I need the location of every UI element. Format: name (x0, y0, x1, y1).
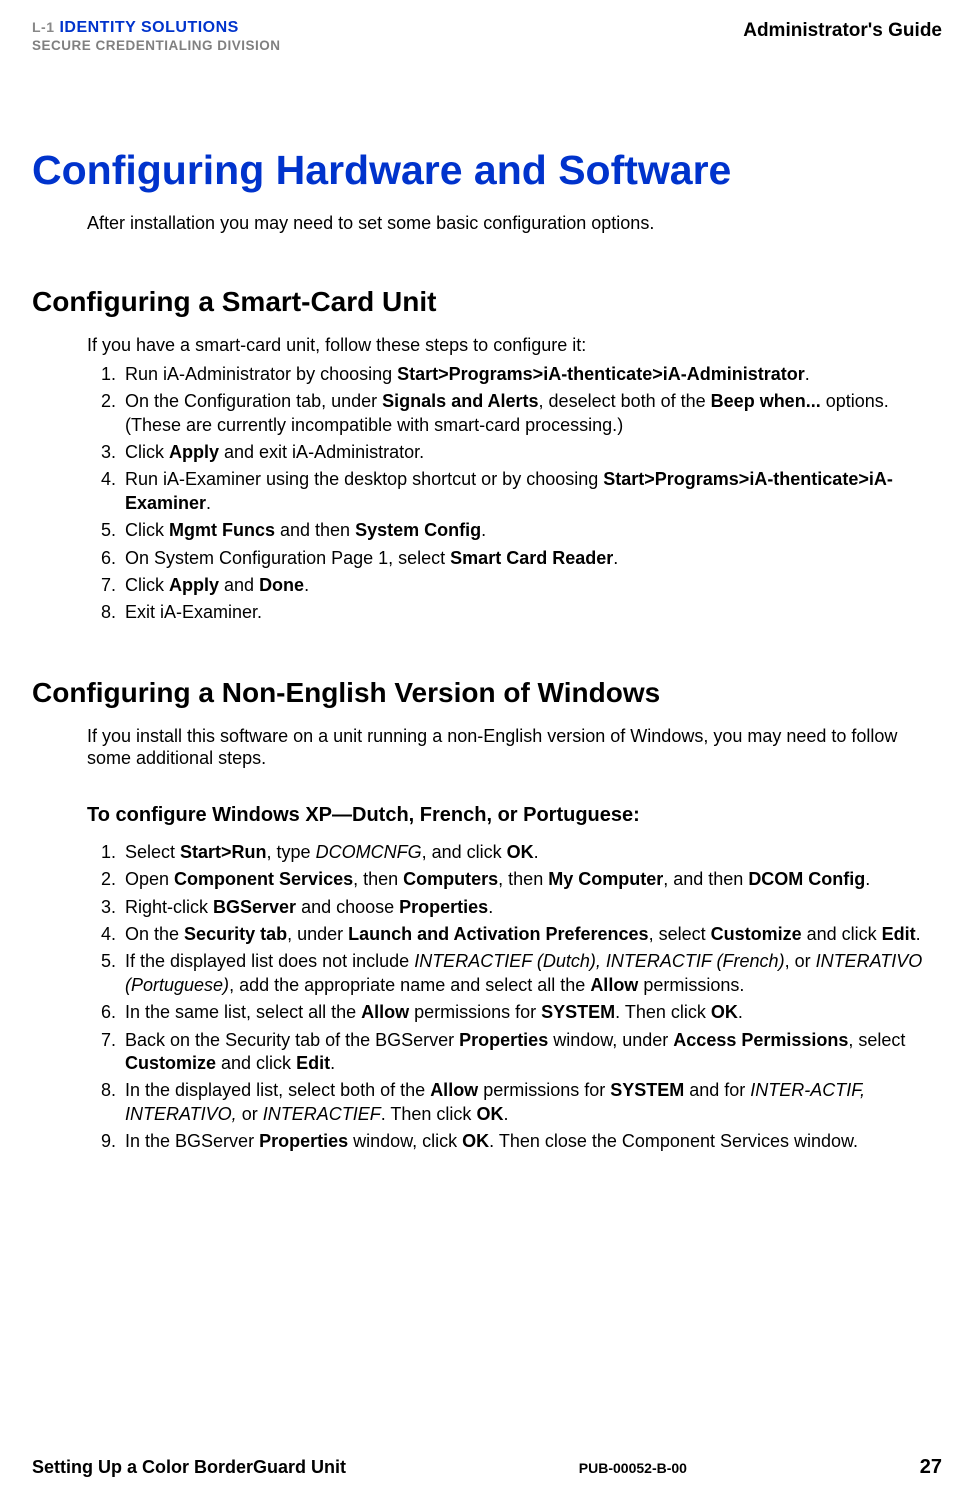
logo-line1: L-1 IDENTITY SOLUTIONS (32, 18, 281, 38)
section2-intro: If you install this software on a unit r… (87, 725, 932, 770)
logo-main: IDENTITY SOLUTIONS (59, 19, 238, 36)
footer-page-number: 27 (920, 1456, 942, 1479)
section2-steps: Select Start>Run, type DCOMCNFG, and cli… (87, 841, 932, 1154)
step: Select Start>Run, type DCOMCNFG, and cli… (121, 841, 932, 864)
step: If the displayed list does not include I… (121, 950, 932, 997)
footer-left: Setting Up a Color BorderGuard Unit (32, 1457, 346, 1478)
main-title: Configuring Hardware and Software (32, 147, 942, 194)
step: Run iA-Administrator by choosing Start>P… (121, 363, 932, 386)
step: Click Mgmt Funcs and then System Config. (121, 519, 932, 542)
footer-pubid: PUB-00052-B-00 (579, 1460, 687, 1476)
section2-subtitle: To configure Windows XP—Dutch, French, o… (87, 804, 942, 827)
step: In the BGServer Properties window, click… (121, 1130, 932, 1153)
page-header: L-1 IDENTITY SOLUTIONS SECURE CREDENTIAL… (32, 18, 942, 55)
logo-line2: SECURE CREDENTIALING DIVISION (32, 38, 281, 55)
header-title: Administrator's Guide (743, 18, 942, 42)
step: Open Component Services, then Computers,… (121, 868, 932, 891)
step: On the Configuration tab, under Signals … (121, 390, 932, 437)
step: In the displayed list, select both of th… (121, 1079, 932, 1126)
step: Exit iA-Examiner. (121, 601, 932, 624)
step: In the same list, select all the Allow p… (121, 1001, 932, 1024)
section1-intro: If you have a smart-card unit, follow th… (87, 334, 932, 357)
page-footer: Setting Up a Color BorderGuard Unit PUB-… (32, 1456, 942, 1479)
step: On System Configuration Page 1, select S… (121, 547, 932, 570)
section1-steps: Run iA-Administrator by choosing Start>P… (87, 363, 932, 625)
step: Click Apply and exit iA-Administrator. (121, 441, 932, 464)
page: L-1 IDENTITY SOLUTIONS SECURE CREDENTIAL… (0, 0, 974, 1497)
intro-text: After installation you may need to set s… (87, 212, 932, 235)
section2-title: Configuring a Non-English Version of Win… (32, 677, 942, 709)
step: Run iA-Examiner using the desktop shortc… (121, 468, 932, 515)
logo-prefix: L-1 (32, 19, 55, 35)
step: Right-click BGServer and choose Properti… (121, 896, 932, 919)
step: On the Security tab, under Launch and Ac… (121, 923, 932, 946)
step: Back on the Security tab of the BGServer… (121, 1029, 932, 1076)
step: Click Apply and Done. (121, 574, 932, 597)
logo: L-1 IDENTITY SOLUTIONS SECURE CREDENTIAL… (32, 18, 281, 55)
section1-title: Configuring a Smart-Card Unit (32, 286, 942, 318)
